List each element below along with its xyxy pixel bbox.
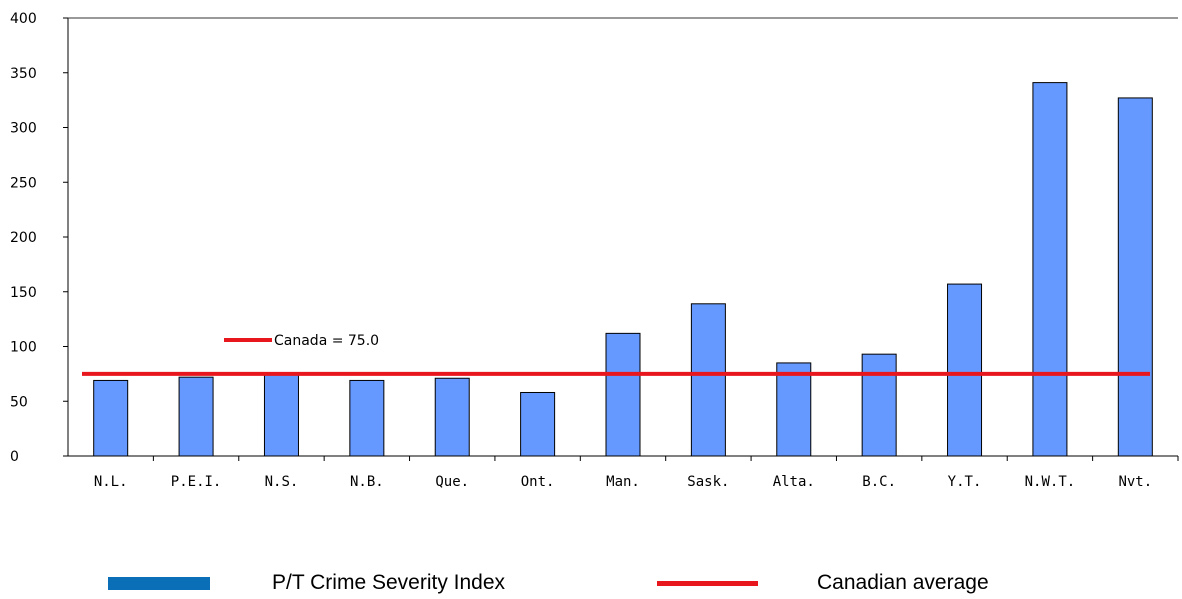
x-tick-label: Nvt. bbox=[1118, 474, 1152, 490]
x-tick-label: Que. bbox=[435, 474, 469, 490]
bar bbox=[434, 377, 470, 457]
x-tick-label: Sask. bbox=[687, 474, 729, 490]
bar bbox=[93, 379, 129, 457]
reference-line-group: Canada = 75.0 bbox=[82, 333, 1150, 376]
x-axis-labels: N.L. P.E.I. N.S. N.B. Que. Ont. Man. Sask. Alta.… bbox=[94, 456, 1179, 490]
bar bbox=[947, 283, 983, 457]
legend-line-entry: Canadian average bbox=[657, 568, 989, 598]
y-tick-label: 400 bbox=[10, 11, 37, 27]
y-axis: 0 50 100 150 200 250 300 350 400 bbox=[10, 11, 1178, 465]
y-tick-label: 0 bbox=[10, 449, 19, 465]
x-tick-label: Man. bbox=[606, 474, 640, 490]
bar bbox=[349, 379, 385, 457]
y-tick-label: 350 bbox=[10, 66, 37, 82]
legend-line-swatch bbox=[657, 580, 758, 586]
y-tick-label: 150 bbox=[10, 285, 37, 301]
x-tick-label: N.B. bbox=[350, 474, 384, 490]
canada-average-annotation: Canada = 75.0 bbox=[274, 333, 379, 349]
x-tick-label: Ont. bbox=[521, 474, 555, 490]
x-tick-label: Y.T. bbox=[948, 474, 982, 490]
legend-bar-entry: P/T Crime Severity Index bbox=[108, 568, 505, 598]
bar bbox=[861, 353, 897, 457]
y-tick-label: 50 bbox=[10, 394, 28, 410]
x-tick-label: N.W.T. bbox=[1025, 474, 1076, 490]
bar bbox=[263, 372, 299, 457]
legend-bar-swatch bbox=[108, 576, 210, 590]
bar bbox=[1117, 97, 1153, 457]
x-tick-label: P.E.I. bbox=[171, 474, 222, 490]
bar bbox=[690, 303, 726, 457]
x-tick-label: N.L. bbox=[94, 474, 128, 490]
bar bbox=[776, 362, 812, 457]
legend-line-label: Canadian average bbox=[817, 571, 989, 594]
bar bbox=[1032, 82, 1068, 457]
bar bbox=[178, 376, 214, 457]
y-tick-label: 100 bbox=[10, 340, 37, 356]
y-tick-label: 200 bbox=[10, 230, 37, 246]
y-tick-label: 300 bbox=[10, 121, 37, 137]
legend-bar-label: P/T Crime Severity Index bbox=[272, 571, 506, 594]
bars bbox=[93, 82, 1153, 457]
bar bbox=[605, 332, 641, 457]
x-tick-label: Alta. bbox=[773, 474, 815, 490]
x-tick-label: B.C. bbox=[862, 474, 896, 490]
x-tick-label: N.S. bbox=[265, 474, 299, 490]
y-tick-label: 250 bbox=[10, 175, 37, 191]
bar bbox=[520, 391, 556, 457]
